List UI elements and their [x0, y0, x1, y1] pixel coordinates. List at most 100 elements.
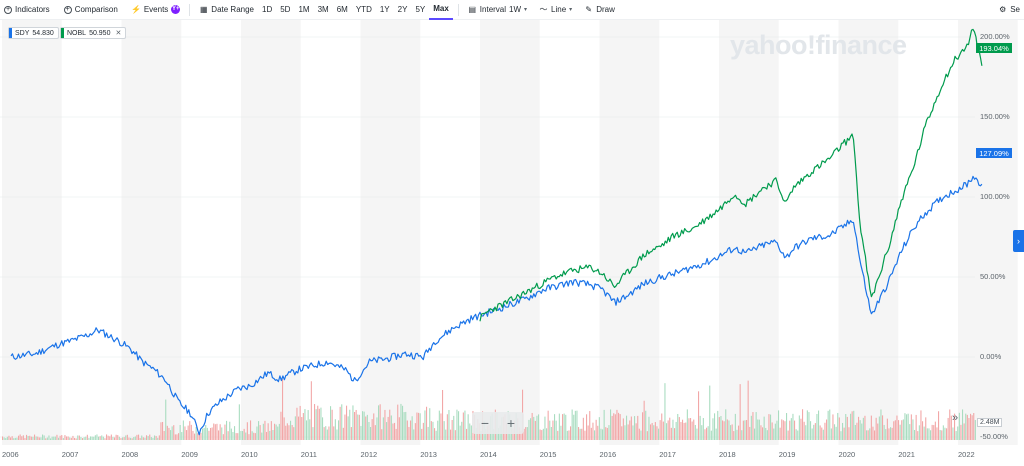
volume-bar: [827, 410, 829, 440]
range-ytd[interactable]: YTD: [355, 5, 372, 14]
volume-bar: [266, 431, 268, 440]
x-tick-label: 2018: [719, 450, 736, 459]
range-1y[interactable]: 1Y: [379, 5, 390, 14]
volume-bar: [462, 412, 464, 440]
volume-bar: [798, 415, 800, 440]
volume-bar: [80, 436, 82, 440]
volume-bar: [282, 379, 284, 440]
volume-bar: [957, 426, 959, 440]
volume-bar: [910, 414, 912, 440]
double-chevron-right-icon[interactable]: »: [952, 412, 959, 424]
volume-bar: [98, 436, 100, 440]
volume-bar: [850, 413, 852, 440]
comparison-button[interactable]: + Comparison: [60, 0, 122, 20]
volume-bar: [141, 435, 143, 440]
volume-bar: [760, 425, 762, 440]
volume-bar: [142, 437, 144, 440]
volume-bar: [459, 425, 461, 440]
date-range-button[interactable]: ▦ Date Range: [195, 0, 258, 20]
volume-bar: [344, 414, 346, 440]
settings-button[interactable]: ⚙ Se: [994, 0, 1024, 20]
year-band: [480, 20, 540, 445]
volume-bar: [618, 412, 620, 440]
volume-bar: [226, 420, 228, 440]
x-tick-label: 2006: [2, 450, 19, 459]
volume-bar: [461, 421, 463, 440]
volume-bar: [229, 421, 231, 440]
volume-bar: [322, 417, 324, 440]
volume-bar: [350, 427, 352, 440]
volume-bar: [219, 424, 221, 440]
nobl-symbol-tag[interactable]: NOBL 50.950 ✕: [60, 27, 127, 39]
volume-bar: [376, 417, 378, 440]
volume-bar: [626, 415, 628, 440]
volume-bar: [829, 409, 831, 440]
volume-bar: [309, 419, 311, 440]
volume-bar: [779, 427, 781, 440]
volume-bar: [16, 437, 18, 440]
volume-bar: [198, 432, 200, 440]
volume-bar: [714, 413, 716, 440]
volume-bar: [122, 437, 124, 440]
close-icon[interactable]: ✕: [115, 30, 122, 37]
volume-bar: [960, 424, 962, 440]
volume-bar: [88, 437, 90, 440]
volume-bar: [91, 436, 93, 440]
volume-bar: [752, 412, 754, 440]
date-range-label: Date Range: [211, 5, 254, 14]
range-6m[interactable]: 6M: [336, 5, 348, 14]
volume-bar: [118, 436, 120, 440]
volume-bar: [725, 409, 727, 440]
volume-bar: [562, 414, 564, 440]
range-1m[interactable]: 1M: [298, 5, 310, 14]
volume-bar: [811, 428, 813, 440]
draw-button[interactable]: ✎ Draw: [580, 0, 619, 20]
volume-bar: [706, 427, 708, 440]
comparison-label: Comparison: [74, 5, 118, 14]
volume-bar: [227, 431, 229, 440]
volume-bar: [395, 428, 397, 440]
volume-bar: [606, 427, 608, 440]
volume-bar: [272, 429, 274, 440]
volume-bar: [386, 422, 388, 440]
volume-bar: [408, 426, 410, 440]
range-max[interactable]: Max: [429, 0, 453, 20]
volume-bar: [498, 428, 500, 440]
volume-bar: [629, 420, 631, 440]
price-chart[interactable]: [0, 20, 1024, 466]
events-button[interactable]: ⚡ Events Y+: [128, 0, 184, 20]
range-1d[interactable]: 1D: [262, 5, 273, 14]
volume-bar: [149, 434, 151, 440]
volume-bar: [952, 427, 954, 440]
volume-bar: [571, 409, 573, 440]
zoom-out-button[interactable]: −: [480, 415, 490, 431]
volume-bar: [915, 414, 917, 440]
volume-bar: [880, 409, 882, 440]
volume-bar: [810, 421, 812, 440]
range-5y[interactable]: 5Y: [415, 5, 426, 14]
volume-bar: [136, 434, 138, 440]
interval-button[interactable]: ▤ Interval 1W ▾: [464, 0, 531, 20]
zoom-in-button[interactable]: +: [506, 415, 516, 431]
volume-bar: [542, 428, 544, 440]
volume-bar: [451, 419, 453, 440]
volume-bar: [53, 436, 55, 440]
volume-bar: [170, 430, 172, 440]
volume-bar: [426, 406, 428, 440]
volume-bar: [710, 430, 712, 440]
volume-bar: [923, 426, 925, 440]
range-3m[interactable]: 3M: [317, 5, 329, 14]
range-2y[interactable]: 2Y: [397, 5, 408, 14]
volume-bar: [920, 410, 922, 440]
indicators-button[interactable]: + Indicators: [0, 0, 54, 20]
sdy-symbol-tag[interactable]: SDY 54.830: [8, 27, 59, 39]
range-5d[interactable]: 5D: [280, 5, 291, 14]
expand-panel-button[interactable]: ›: [1013, 230, 1024, 252]
chart-type-button[interactable]: 〜 Line ▾: [535, 0, 576, 20]
volume-bar: [782, 420, 784, 440]
volume-bar: [600, 428, 602, 440]
volume-bar: [757, 419, 759, 440]
volume-bar: [246, 422, 248, 440]
volume-bar: [595, 419, 597, 440]
volume-bar: [101, 435, 103, 440]
